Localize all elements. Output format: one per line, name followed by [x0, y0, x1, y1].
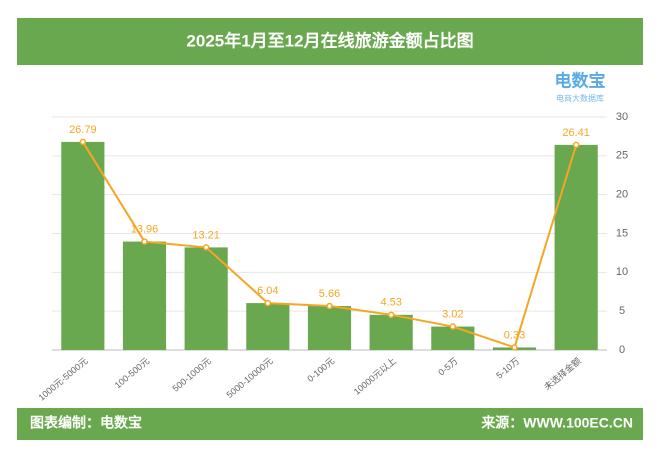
bar	[61, 141, 105, 350]
x-tick-label: 0-5万	[436, 356, 459, 378]
x-tick-label: 100-500元	[113, 356, 152, 391]
y-tick-label: 15	[616, 227, 628, 239]
value-label: 26.41	[562, 127, 590, 139]
line-point	[264, 299, 272, 307]
value-label: 5.66	[319, 288, 340, 300]
x-tick-label: 0-100元	[305, 356, 336, 384]
line-point	[449, 323, 457, 330]
bar	[246, 303, 290, 350]
bar	[307, 306, 352, 350]
x-tick-label: 1000元-5000元	[36, 356, 89, 403]
title-band	[17, 18, 643, 65]
y-tick-label: 20	[616, 189, 628, 201]
y-tick-label: 10	[616, 266, 628, 278]
value-label: 26.79	[69, 124, 97, 136]
x-tick-label: 5-10万	[494, 356, 521, 381]
line-point	[326, 302, 333, 310]
footer-left: 图表编制：电数宝	[30, 415, 142, 431]
line-point	[79, 138, 87, 146]
x-tick-label: 5000-10000元	[225, 356, 275, 400]
y-tick-label: 25	[616, 150, 628, 162]
x-tick-label: 500-1000元	[171, 356, 213, 394]
y-tick-label: 0	[619, 344, 625, 356]
bar	[554, 144, 598, 350]
y-tick-label: 5	[619, 305, 625, 317]
chart-title: 2025年1月至12月在线旅游金额占比图	[186, 30, 473, 50]
line-point	[511, 344, 518, 351]
logo-tagline: 电商大数据库	[556, 93, 604, 103]
y-tick-label: 30	[616, 111, 628, 123]
value-label: 3.02	[442, 308, 463, 320]
value-label: 0.33	[504, 329, 525, 341]
bar	[184, 247, 228, 350]
value-label: 4.53	[380, 297, 401, 309]
line-point	[387, 311, 395, 319]
footer-band	[17, 408, 643, 440]
bar	[369, 314, 413, 350]
line-point	[202, 244, 210, 251]
footer-right: 来源：WWW.100EC.CN	[480, 415, 633, 431]
x-tick-label: 10000元以上	[352, 356, 398, 397]
line-point	[572, 141, 580, 149]
value-label: 13.96	[131, 223, 159, 235]
logo-name: 电数宝	[555, 70, 606, 90]
value-label: 6.04	[257, 285, 278, 297]
value-label: 13.21	[192, 229, 220, 241]
x-tick-label: 未选择金额	[541, 355, 583, 392]
line-point	[141, 238, 148, 245]
bar	[122, 241, 167, 350]
bar	[431, 326, 475, 350]
